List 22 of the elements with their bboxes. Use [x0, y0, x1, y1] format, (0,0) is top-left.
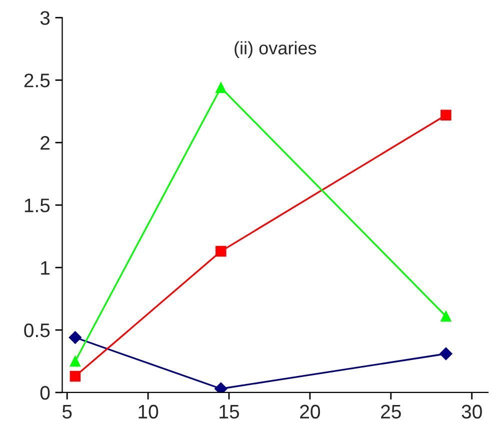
- y-tick-label: 2: [40, 136, 50, 150]
- y-tick-label: 2.5: [24, 74, 50, 88]
- x-tick-label: 30: [462, 404, 482, 419]
- y-tick-label: 1.5: [24, 198, 50, 212]
- y-tick-label: 3: [40, 11, 50, 25]
- point: [70, 370, 81, 382]
- point: [216, 82, 226, 93]
- x-tick-label: 10: [138, 404, 158, 419]
- y-tick-label: 0: [40, 386, 50, 400]
- point: [216, 246, 226, 257]
- point: [70, 356, 81, 367]
- x-tick-label: 25: [381, 404, 401, 419]
- y-tick-label: 1: [41, 261, 50, 275]
- x-tick-label: 20: [300, 404, 320, 419]
- point: [440, 110, 452, 120]
- point: [440, 347, 452, 360]
- x-tick-label: 15: [220, 405, 240, 419]
- text: (ii) ovaries: [234, 41, 316, 58]
- x-tick-label: 5: [62, 405, 72, 419]
- y-tick-label: 0.5: [24, 323, 50, 338]
- point: [440, 310, 452, 322]
- point: [68, 331, 82, 344]
